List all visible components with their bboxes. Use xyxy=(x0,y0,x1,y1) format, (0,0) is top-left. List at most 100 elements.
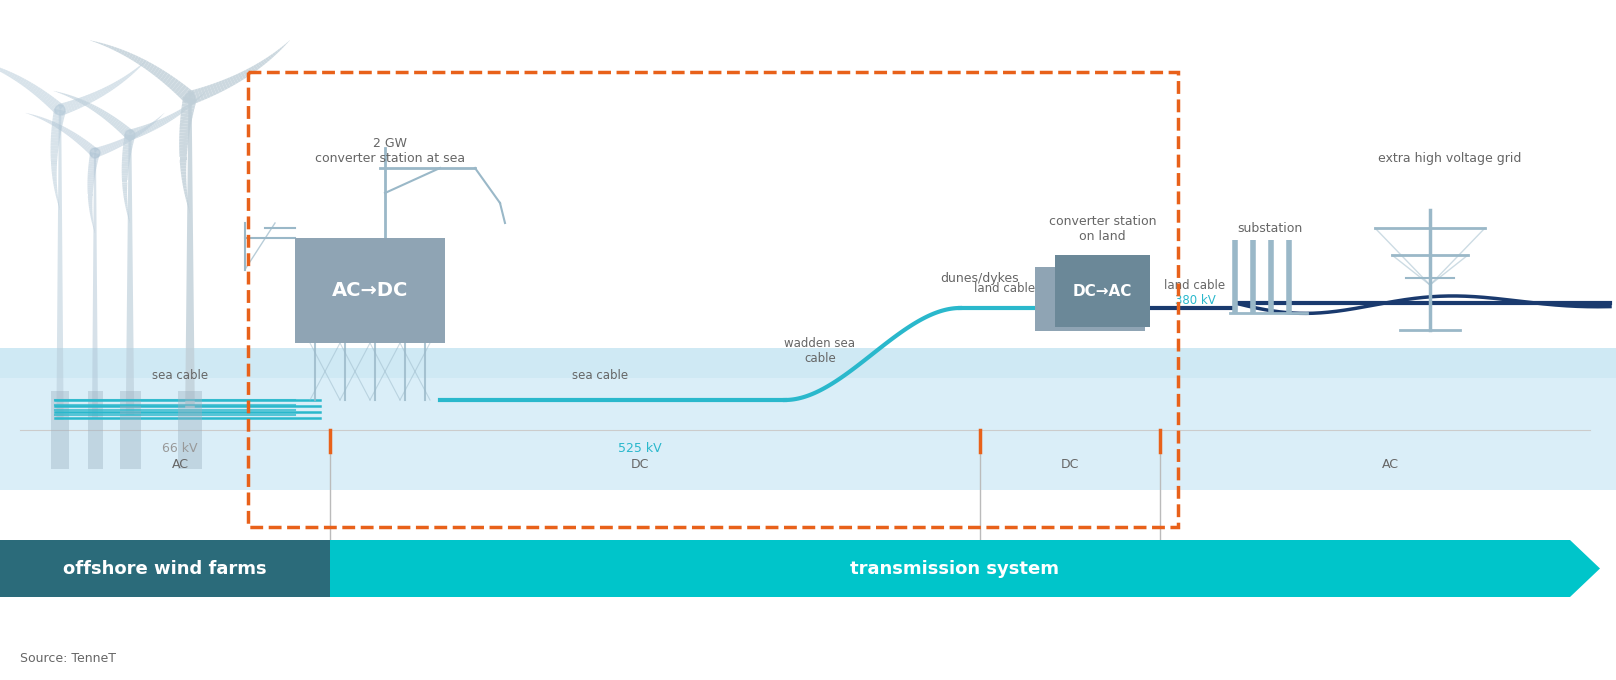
Circle shape xyxy=(184,93,196,103)
Polygon shape xyxy=(50,100,60,110)
Polygon shape xyxy=(52,164,57,167)
Polygon shape xyxy=(179,116,192,121)
Polygon shape xyxy=(63,102,69,114)
Polygon shape xyxy=(129,72,133,75)
Polygon shape xyxy=(86,143,92,152)
Polygon shape xyxy=(157,70,165,80)
Polygon shape xyxy=(55,91,58,92)
Polygon shape xyxy=(142,128,145,132)
Polygon shape xyxy=(330,540,1600,597)
Circle shape xyxy=(124,130,136,140)
Polygon shape xyxy=(50,153,58,156)
Polygon shape xyxy=(52,118,63,122)
Polygon shape xyxy=(60,92,61,94)
Polygon shape xyxy=(53,179,57,182)
Polygon shape xyxy=(178,86,189,99)
Polygon shape xyxy=(89,93,95,102)
Polygon shape xyxy=(136,132,139,137)
Polygon shape xyxy=(52,126,61,130)
Polygon shape xyxy=(47,120,50,123)
Polygon shape xyxy=(48,99,57,109)
Polygon shape xyxy=(186,98,196,408)
Polygon shape xyxy=(270,54,275,58)
Polygon shape xyxy=(87,94,92,103)
Polygon shape xyxy=(233,75,239,84)
Polygon shape xyxy=(50,148,58,151)
Polygon shape xyxy=(196,97,199,100)
Polygon shape xyxy=(53,112,65,117)
Polygon shape xyxy=(99,146,103,156)
Polygon shape xyxy=(121,161,129,165)
Polygon shape xyxy=(204,92,205,94)
Polygon shape xyxy=(52,176,57,179)
Polygon shape xyxy=(115,141,120,148)
Text: 66 kV: 66 kV xyxy=(162,442,197,455)
Polygon shape xyxy=(238,73,244,81)
Bar xyxy=(0,348,1616,378)
Polygon shape xyxy=(123,144,133,148)
Polygon shape xyxy=(136,67,139,71)
Polygon shape xyxy=(74,135,79,141)
Polygon shape xyxy=(229,76,236,86)
Polygon shape xyxy=(53,186,57,189)
Polygon shape xyxy=(184,191,187,194)
Polygon shape xyxy=(66,101,73,112)
Polygon shape xyxy=(168,114,173,120)
Polygon shape xyxy=(187,104,191,107)
Polygon shape xyxy=(89,210,92,212)
Polygon shape xyxy=(87,181,94,184)
Polygon shape xyxy=(271,52,276,56)
Polygon shape xyxy=(39,116,40,119)
Polygon shape xyxy=(103,44,107,46)
Polygon shape xyxy=(26,82,32,89)
Polygon shape xyxy=(92,220,94,222)
Text: DC: DC xyxy=(630,458,650,471)
Polygon shape xyxy=(183,180,186,183)
Polygon shape xyxy=(50,146,58,148)
Polygon shape xyxy=(121,175,128,178)
Polygon shape xyxy=(254,65,259,71)
Polygon shape xyxy=(55,193,58,196)
Polygon shape xyxy=(19,78,24,85)
Polygon shape xyxy=(179,145,187,148)
Text: DC: DC xyxy=(1060,458,1079,471)
Polygon shape xyxy=(149,122,155,131)
Polygon shape xyxy=(288,40,289,43)
Polygon shape xyxy=(173,113,176,118)
Polygon shape xyxy=(44,95,53,105)
Polygon shape xyxy=(53,122,58,127)
Polygon shape xyxy=(175,112,179,117)
Bar xyxy=(87,390,102,469)
Polygon shape xyxy=(212,83,220,95)
Polygon shape xyxy=(52,122,55,126)
Polygon shape xyxy=(94,148,99,158)
Polygon shape xyxy=(65,128,69,134)
Polygon shape xyxy=(276,49,280,52)
Polygon shape xyxy=(115,120,121,129)
Polygon shape xyxy=(120,124,128,134)
Polygon shape xyxy=(110,84,115,89)
Polygon shape xyxy=(183,100,196,106)
Polygon shape xyxy=(71,99,78,110)
Text: 2 GW
converter station at sea: 2 GW converter station at sea xyxy=(315,137,465,165)
Bar xyxy=(0,540,330,597)
Polygon shape xyxy=(123,195,128,198)
Polygon shape xyxy=(179,163,186,166)
Polygon shape xyxy=(128,213,129,215)
Polygon shape xyxy=(84,101,89,107)
Polygon shape xyxy=(57,201,58,203)
Polygon shape xyxy=(123,139,134,143)
Polygon shape xyxy=(250,66,255,73)
Polygon shape xyxy=(123,128,131,137)
Polygon shape xyxy=(126,210,128,213)
Polygon shape xyxy=(84,95,90,104)
Polygon shape xyxy=(121,159,129,162)
Polygon shape xyxy=(179,157,186,160)
Polygon shape xyxy=(63,127,66,133)
Polygon shape xyxy=(112,119,120,127)
Polygon shape xyxy=(100,146,105,155)
Text: offshore wind farms: offshore wind farms xyxy=(63,560,267,577)
Polygon shape xyxy=(53,109,66,114)
Polygon shape xyxy=(84,142,90,150)
Polygon shape xyxy=(131,70,134,74)
